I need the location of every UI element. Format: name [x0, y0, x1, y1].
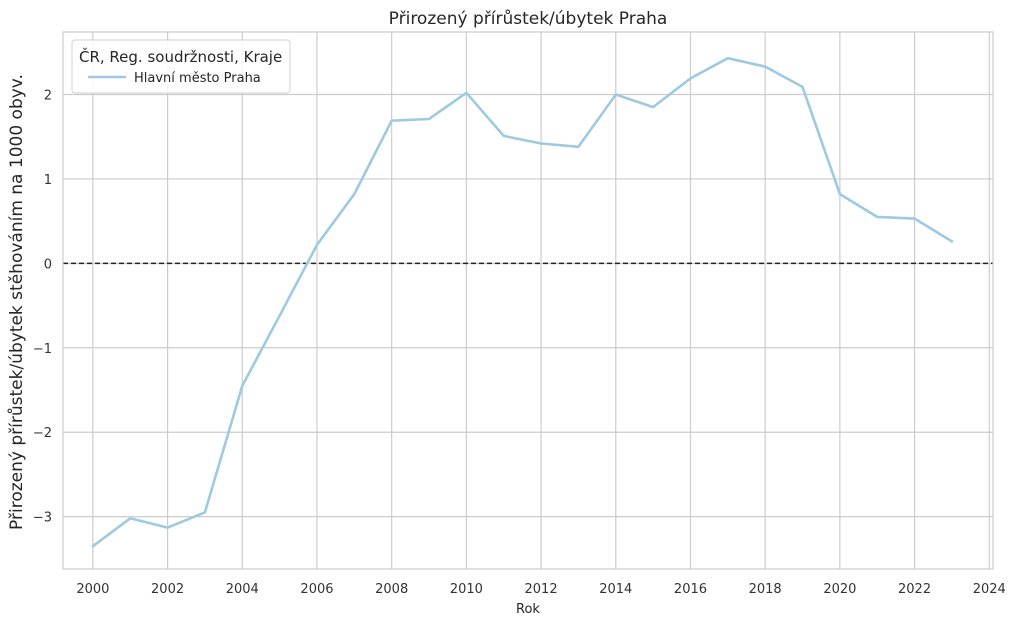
grid: [63, 32, 993, 569]
x-tick-label: 2010: [450, 582, 483, 597]
x-tick-label: 2004: [226, 582, 259, 597]
y-tick-label: 0: [44, 257, 52, 272]
x-tick-label: 2014: [599, 582, 632, 597]
x-tick-label: 2006: [300, 582, 333, 597]
series-group: [91, 56, 954, 548]
plot-frame: [62, 31, 994, 570]
chart-title: Přirozený přírůstek/úbytek Praha: [389, 9, 668, 29]
x-tick-label: 2008: [375, 582, 408, 597]
series-line: [91, 56, 954, 548]
x-tick-label: 2022: [898, 582, 931, 597]
y-tick-label: −3: [33, 511, 52, 526]
y-tick-label: 1: [44, 173, 52, 188]
legend-title: ČR, Reg. soudržnosti, Kraje: [79, 47, 282, 66]
x-tick-label: 2020: [823, 582, 856, 597]
legend-entry-label: Hlavní město Praha: [134, 71, 261, 86]
x-axis-ticks: 2000 2002 2004 2006 2008 2010 2012 2014 2016 2018…: [76, 582, 1005, 597]
y-axis-label: Přirozený přírůstek/úbytek stěhováním na…: [7, 74, 27, 530]
x-tick-label: 2012: [525, 582, 558, 597]
y-tick-label: −2: [33, 426, 52, 441]
legend-box: [71, 39, 291, 94]
x-axis-label: Rok: [516, 602, 540, 617]
x-tick-label: 2018: [749, 582, 782, 597]
y-axis-ticks: −3 −2 −1 0 1 2: [33, 88, 52, 525]
y-tick-label: 2: [44, 88, 52, 103]
legend: ČR, Reg. soudržnosti, Kraje Hlavní město…: [71, 39, 291, 94]
y-tick-label: −1: [33, 342, 52, 357]
x-tick-label: 2002: [151, 582, 184, 597]
x-tick-label: 2000: [76, 582, 109, 597]
x-tick-label: 2016: [674, 582, 707, 597]
x-tick-label: 2024: [973, 582, 1006, 597]
